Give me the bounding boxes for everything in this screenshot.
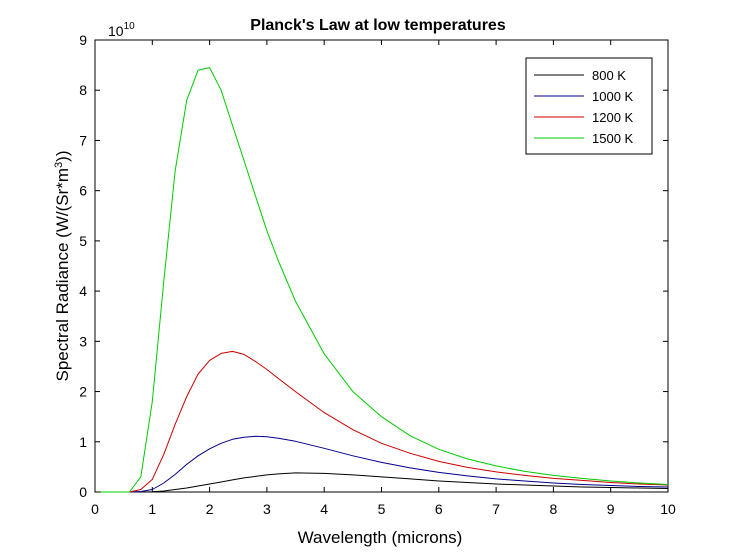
- y-tick-label: 8: [79, 82, 87, 98]
- y-tick-label: 9: [79, 32, 87, 48]
- x-tick-label: 0: [91, 501, 99, 517]
- x-tick-label: 6: [435, 501, 443, 517]
- y-tick-label: 5: [79, 233, 87, 249]
- y-axis-label-sup: 3: [53, 162, 65, 168]
- x-tick-label: 7: [492, 501, 500, 517]
- x-axis-label: Wavelength (microns): [298, 528, 463, 547]
- x-tick-label: 2: [206, 501, 214, 517]
- x-tick-label: 3: [263, 501, 271, 517]
- legend: 800 K 1000 K 1200 K 1500 K: [525, 57, 653, 155]
- legend-label: 1500 K: [592, 131, 634, 146]
- x-tick-label: 4: [320, 501, 328, 517]
- x-tick-label: 1: [148, 501, 156, 517]
- x-tick-label: 5: [378, 501, 386, 517]
- series-line-800-k: [100, 472, 669, 493]
- y-multiplier-base: 10: [108, 23, 124, 39]
- y-tick-label: 0: [79, 484, 87, 500]
- y-tick-label: 4: [79, 283, 87, 299]
- x-tick-label: 8: [550, 501, 558, 517]
- y-multiplier-exp: 10: [124, 21, 136, 32]
- y-tick-label: 3: [79, 333, 87, 349]
- legend-label: 1000 K: [592, 89, 634, 104]
- x-tick-label: 9: [607, 501, 615, 517]
- y-axis-ticks: 0 1 2 3 4 5 6 7 8 9: [79, 32, 668, 500]
- legend-label: 800 K: [592, 68, 626, 83]
- y-tick-label: 2: [79, 384, 87, 400]
- series-line-1000-k: [100, 435, 669, 493]
- legend-label: 1200 K: [592, 110, 634, 125]
- y-axis-label: Spectral Radiance (W/(Sr*m3)): [53, 151, 72, 382]
- series-lines: [100, 67, 669, 493]
- series-line-1200-k: [100, 350, 669, 493]
- series-line-1500-k: [100, 67, 669, 493]
- y-axis-label-close: )): [53, 151, 72, 162]
- y-multiplier: 1010: [108, 21, 135, 39]
- chart-title: Planck's Law at low temperatures: [250, 17, 506, 34]
- y-tick-label: 1: [79, 434, 87, 450]
- y-tick-label: 6: [79, 183, 87, 199]
- y-tick-label: 7: [79, 132, 87, 148]
- x-tick-label: 10: [660, 501, 676, 517]
- y-axis-label-main: Spectral Radiance (W/(Sr*m: [53, 168, 72, 382]
- x-axis-ticks: 0 1 2 3 4 5 6 7 8 9 10: [91, 40, 676, 517]
